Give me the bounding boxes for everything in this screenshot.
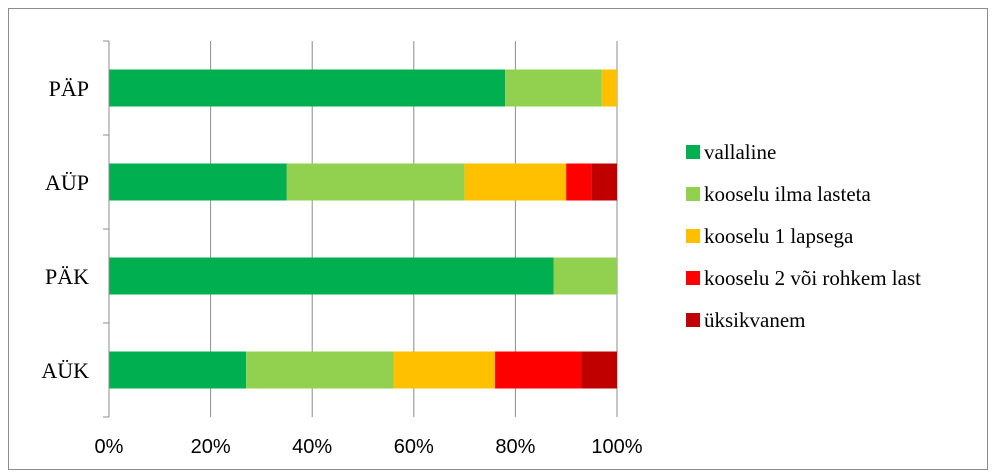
category-label: AÜK [41, 358, 89, 383]
legend-label: üksikvanem [704, 308, 805, 332]
axes: 0% 20% 40% 60% 80% 100% PÄP AÜP PÄK AÜK [41, 40, 643, 458]
legend-swatch [686, 313, 700, 327]
chart-frame: 0% 20% 40% 60% 80% 100% PÄP AÜP PÄK AÜK vallaline… [8, 8, 988, 470]
stacked-bar-chart: 0% 20% 40% 60% 80% 100% PÄP AÜP PÄK AÜK vallaline… [41, 40, 921, 458]
bar-segment-päp-0 [109, 69, 506, 107]
bar-segment-aüp-3 [566, 163, 592, 201]
bar-segment-aüp-4 [591, 163, 617, 201]
bars [109, 69, 617, 389]
legend-swatch [686, 229, 700, 243]
bar-segment-päk-0 [109, 257, 554, 295]
bar-segment-aüp-2 [464, 163, 567, 201]
bar-segment-päp-2 [601, 69, 617, 107]
x-tick-label: 80% [495, 436, 535, 458]
legend-label: kooselu ilma lasteta [704, 182, 871, 206]
legend-label: vallaline [704, 140, 776, 164]
legend: vallaline kooselu ilma lasteta kooselu 1 l… [686, 140, 921, 332]
bar-segment-aük-0 [109, 351, 247, 389]
bar-segment-aüp-1 [286, 163, 465, 201]
legend-label: kooselu 1 lapsega [704, 224, 854, 248]
bar-segment-aük-4 [581, 351, 617, 389]
bar-segment-aük-2 [393, 351, 496, 389]
legend-label: kooselu 2 või rohkem last [704, 266, 921, 290]
bar-segment-päp-1 [505, 69, 602, 107]
category-label: PÄK [45, 264, 89, 289]
x-tick-label: 0% [95, 436, 124, 458]
x-tick-label: 20% [191, 436, 231, 458]
bar-segment-päk-1 [553, 257, 617, 295]
bar-segment-aüp-0 [109, 163, 287, 201]
category-label: AÜP [45, 170, 89, 195]
x-tick-label: 100% [591, 436, 642, 458]
bar-segment-aük-1 [246, 351, 394, 389]
legend-swatch [686, 271, 700, 285]
x-tick-label: 60% [394, 436, 434, 458]
x-tick-label: 40% [292, 436, 332, 458]
legend-swatch [686, 187, 700, 201]
bar-segment-aük-3 [495, 351, 582, 389]
category-label: PÄP [49, 76, 89, 101]
legend-swatch [686, 145, 700, 159]
